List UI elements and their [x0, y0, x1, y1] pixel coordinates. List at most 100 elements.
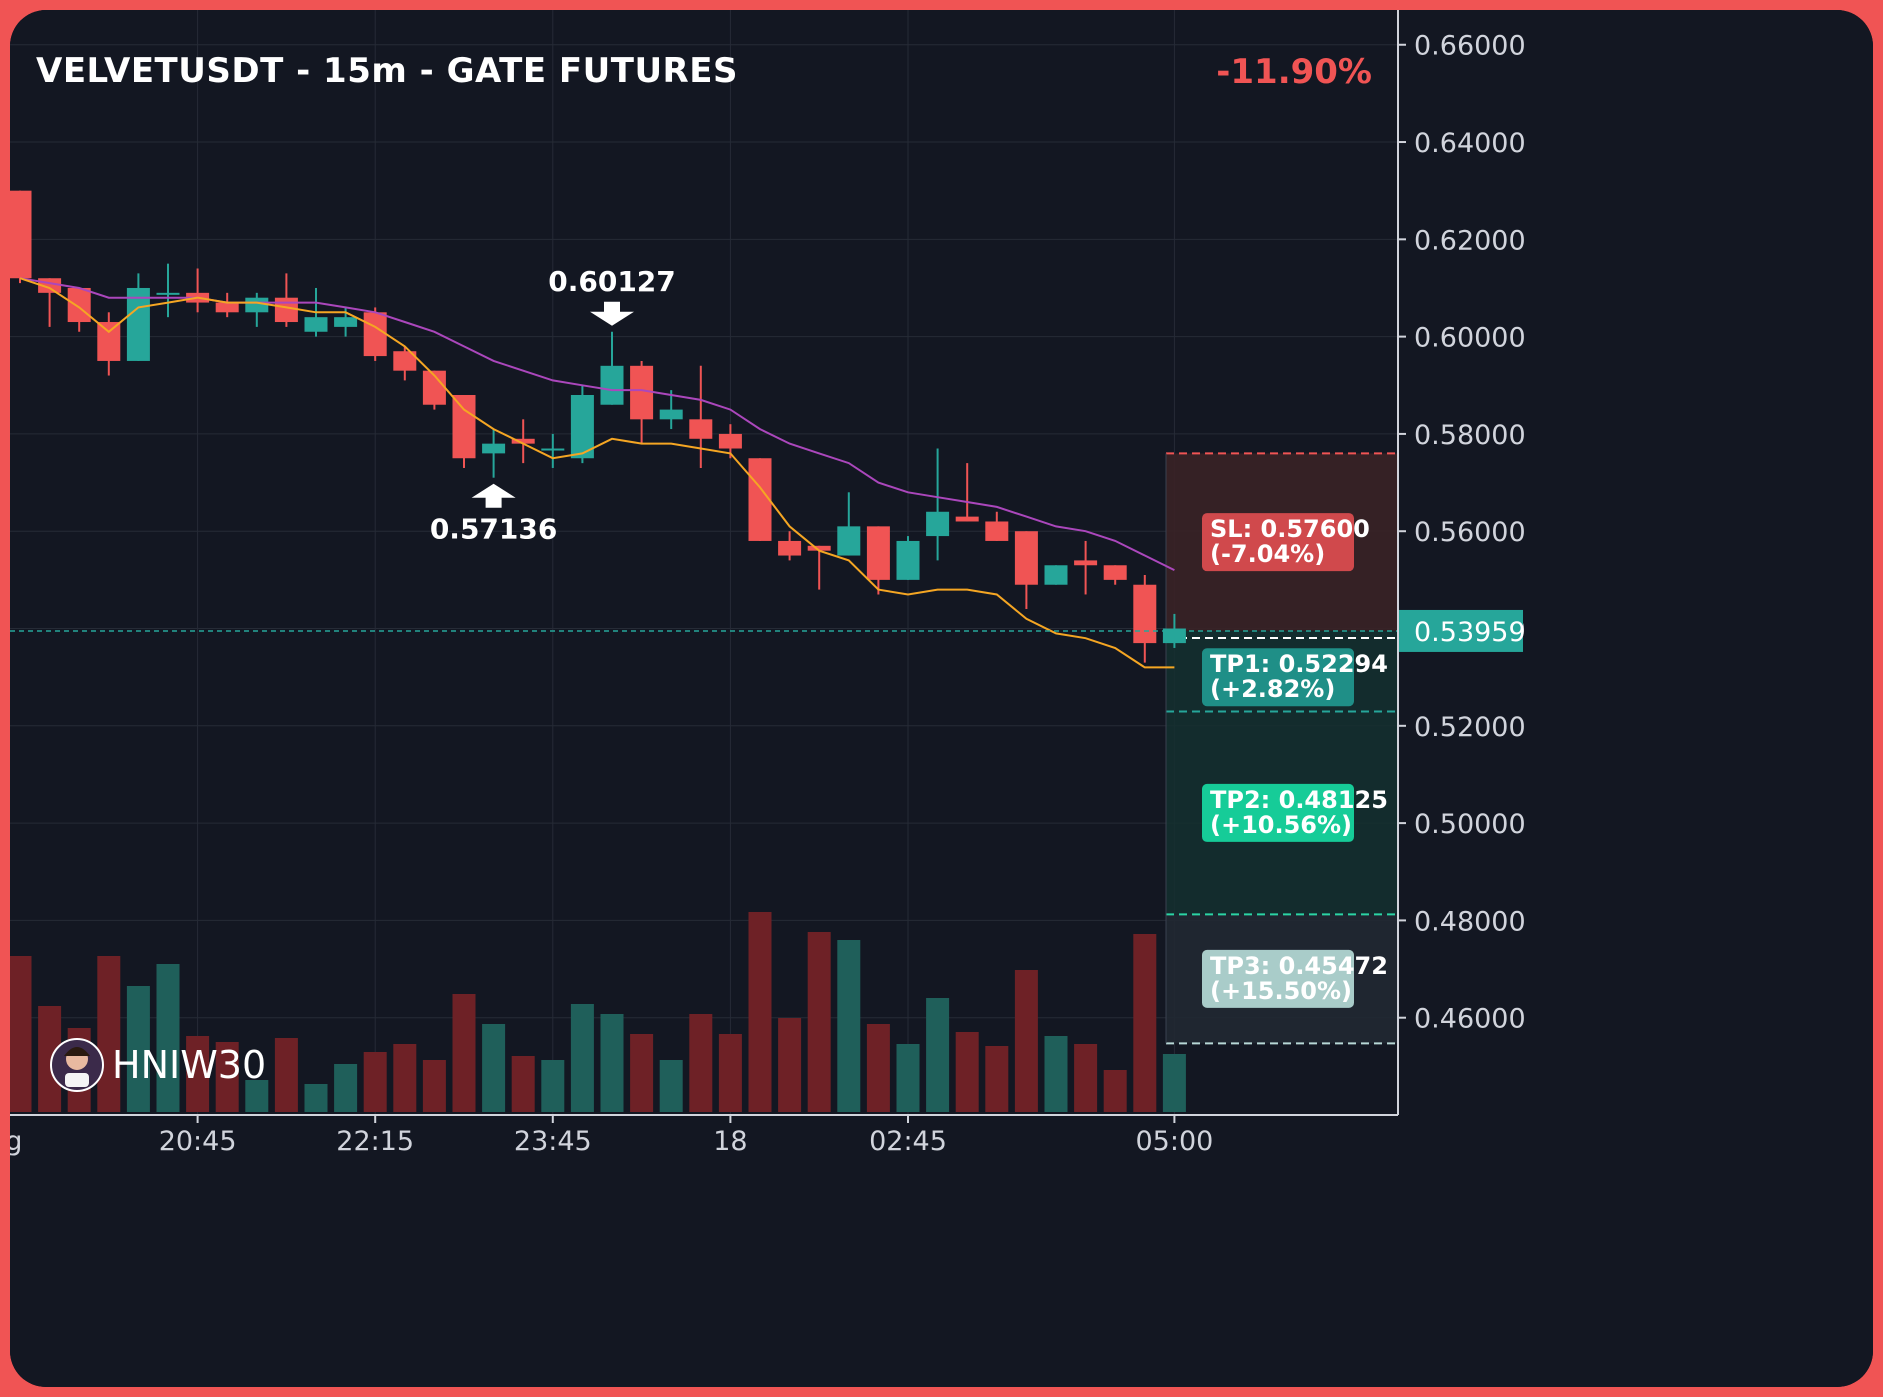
- candle-body: [1074, 560, 1098, 566]
- candle-body: [334, 317, 358, 327]
- volume-bar: [97, 956, 121, 1112]
- candle-body: [630, 365, 654, 420]
- moving-averages: [19, 277, 1175, 669]
- y-tick-label: 0.62000: [1414, 225, 1526, 256]
- y-tick-label: 0.64000: [1414, 128, 1526, 159]
- volume-bar: [215, 1042, 239, 1112]
- x-tick-label: 20:45: [159, 1126, 237, 1157]
- candle-body: [1133, 584, 1157, 644]
- y-tick-label: 0.56000: [1414, 517, 1526, 548]
- high-arrow-icon: [590, 301, 634, 326]
- candle-body: [304, 317, 328, 332]
- percent-change: -11.90%: [1216, 52, 1372, 92]
- volume-bar: [570, 1004, 594, 1112]
- candle-body: [1044, 565, 1068, 585]
- candle-body: [955, 516, 979, 522]
- position-labels: SL: 0.57600(-7.04%) TP1: 0.52294(+2.82%) T…: [1202, 513, 1388, 1008]
- chart-frame: 0.60127 0.57136 SL: 0.57600 (-7.04%) TP1: 0…: [10, 10, 1873, 1387]
- volume-bar: [659, 1060, 683, 1112]
- chart-background: [10, 10, 1873, 1387]
- volume-bar: [245, 1080, 269, 1112]
- volume-bar: [452, 994, 476, 1112]
- candle-body: [245, 297, 269, 313]
- tp2-box-label: TP2: 0.48125: [1210, 786, 1388, 814]
- stop-loss-box-label: SL: 0.57600: [1210, 515, 1370, 543]
- candles: [10, 190, 1186, 663]
- avatar-shirt-icon: [65, 1073, 89, 1087]
- volume-bar: [126, 986, 150, 1112]
- y-tick-label: 0.48000: [1414, 906, 1526, 937]
- volume-bar: [896, 1044, 920, 1112]
- candle-body: [985, 521, 1009, 541]
- volume-bar: [955, 1032, 979, 1112]
- axes: 0.66000 0.64000 0.62000 0.60000 0.58000 0.560…: [10, 10, 1526, 1157]
- candle-body: [67, 287, 91, 323]
- volume-bar: [304, 1084, 328, 1112]
- volume-bar: [807, 932, 831, 1112]
- last-price-label: 0.53959: [1414, 617, 1526, 648]
- candlestick-chart[interactable]: 0.60127 0.57136 SL: 0.57600(-7.04%) TP1: 0…: [10, 10, 1873, 1387]
- candle-body: [393, 351, 417, 371]
- stop-loss-box-percent: (-7.04%): [1210, 540, 1325, 568]
- x-tick-label: 05:00: [1135, 1126, 1213, 1157]
- volume-bar: [363, 1052, 387, 1112]
- candle-body: [363, 312, 387, 357]
- x-tick-label: 02:45: [869, 1126, 947, 1157]
- candle-body: [807, 545, 831, 551]
- author-name: HNIW30: [112, 1043, 266, 1087]
- x-tick-label: 18: [713, 1126, 747, 1157]
- ema-fast-line: [19, 277, 1175, 669]
- candle-body: [10, 190, 32, 279]
- y-tick-label: 0.66000: [1414, 31, 1526, 62]
- volume-bar: [10, 956, 32, 1112]
- volume-bars: [10, 912, 1186, 1112]
- tp3-box: [1202, 949, 1354, 1008]
- volume-bar: [334, 1064, 358, 1112]
- candle-body: [511, 438, 535, 444]
- tp2-box-percent: (+10.56%): [1210, 811, 1352, 839]
- volume-bar: [482, 1024, 506, 1112]
- volume-bar: [600, 1014, 624, 1112]
- volume-bar: [393, 1044, 417, 1112]
- volume-bar: [630, 1034, 654, 1112]
- volume-bar: [186, 1036, 210, 1112]
- volume-bar: [156, 964, 180, 1112]
- candle-body: [866, 526, 890, 580]
- volume-bar: [837, 940, 861, 1112]
- volume-bar: [1014, 970, 1038, 1112]
- candle-body: [422, 370, 446, 405]
- tp2-box: [1202, 783, 1354, 842]
- y-tick-label: 0.52000: [1414, 712, 1526, 743]
- candle-body: [659, 409, 683, 420]
- low-arrow-icon: [471, 483, 516, 508]
- low-price-label: 0.57136: [430, 513, 558, 546]
- candle-body: [689, 419, 713, 439]
- volume-bar: [866, 1024, 890, 1112]
- x-tick-label: ug: [10, 1126, 22, 1157]
- tp1-box: [1202, 648, 1354, 707]
- volume-bar: [689, 1014, 713, 1112]
- volume-bar: [1103, 1070, 1127, 1112]
- volume-bar: [541, 1060, 565, 1112]
- last-price-tag: [1398, 609, 1523, 652]
- candle-body: [896, 540, 920, 580]
- y-tick-label: 0.50000: [1414, 809, 1526, 840]
- tp3-box-label: TP3: 0.45472: [1210, 952, 1388, 980]
- volume-bar: [778, 1018, 802, 1112]
- candle-body: [215, 302, 239, 313]
- x-tick-label: 22:15: [336, 1126, 414, 1157]
- volume-bar: [422, 1060, 446, 1112]
- candle-body: [748, 458, 772, 541]
- candle-body: [156, 292, 180, 295]
- candle-body: [1103, 565, 1127, 580]
- price-markers: 0.60127 0.57136: [430, 265, 676, 546]
- candle-body: [482, 443, 506, 454]
- y-tick-label: 0.58000: [1414, 420, 1526, 451]
- tp3-box-percent: (+15.50%): [1210, 977, 1352, 1005]
- volume-bar: [1074, 1044, 1098, 1112]
- volume-bar: [511, 1056, 535, 1112]
- volume-bar: [1133, 934, 1157, 1112]
- volume-bar: [748, 912, 772, 1112]
- author-badge[interactable]: HNIW30: [50, 1038, 266, 1092]
- candle-body: [837, 526, 861, 556]
